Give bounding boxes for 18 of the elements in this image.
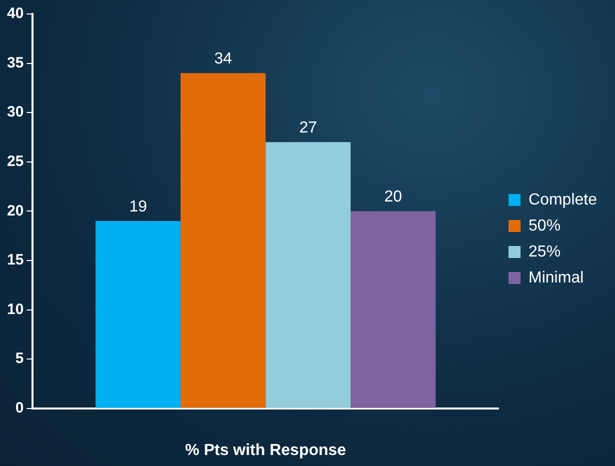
legend-label: 50%: [528, 217, 561, 234]
y-tick-label: 10: [6, 300, 24, 318]
legend-label: Minimal: [528, 269, 584, 286]
data-label: 34: [214, 50, 232, 68]
x-axis-title: % Pts with Response: [185, 442, 346, 459]
y-tick-label: 20: [6, 202, 24, 220]
y-tick-label: 25: [6, 153, 24, 170]
data-label: 19: [129, 198, 148, 216]
legend-label: 25%: [528, 243, 561, 260]
data-label: 20: [384, 188, 402, 206]
y-tick-label: 35: [6, 54, 24, 72]
y-tick-label: 0: [15, 400, 24, 417]
y-tick-label: 5: [15, 350, 24, 368]
y-tick-label: 15: [6, 252, 24, 269]
y-tick-label: 40: [6, 5, 24, 22]
data-label: 27: [299, 120, 318, 137]
y-tick-label: 30: [6, 104, 24, 121]
legend-label: Complete: [528, 191, 598, 208]
